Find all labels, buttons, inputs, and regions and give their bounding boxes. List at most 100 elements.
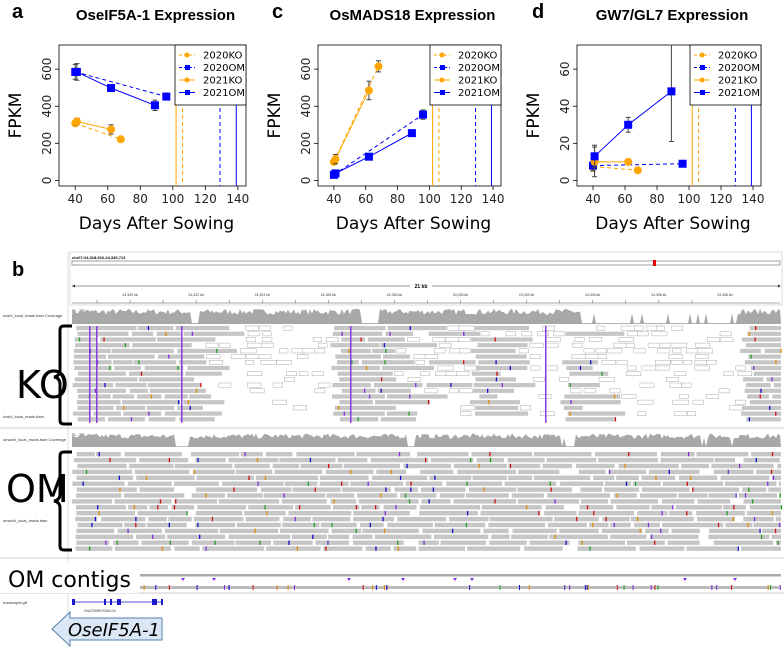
read (621, 394, 637, 399)
mismatch (211, 516, 214, 522)
mismatch (780, 348, 782, 353)
read (608, 469, 647, 475)
read (534, 452, 592, 457)
read (339, 400, 373, 405)
read (632, 481, 661, 486)
read (773, 383, 781, 388)
locus-label: chr07:24,318,916-24,339,713 (72, 255, 126, 260)
read (458, 337, 471, 342)
x-tick-label: 80 (649, 192, 664, 206)
read (279, 348, 289, 354)
read (747, 331, 781, 336)
mismatch (654, 540, 656, 545)
read (569, 371, 609, 376)
mismatch (755, 457, 757, 463)
read (361, 360, 415, 365)
mismatch (173, 505, 176, 510)
mismatch (463, 360, 465, 365)
read (380, 343, 438, 348)
read (133, 360, 177, 365)
read (174, 463, 233, 469)
mismatch (727, 469, 730, 475)
read (222, 481, 284, 486)
read (659, 342, 672, 348)
read (240, 452, 263, 457)
mismatch (195, 388, 198, 393)
data-point (116, 135, 125, 144)
contig-variant (779, 585, 781, 590)
read (421, 499, 451, 504)
read (332, 383, 371, 388)
read (139, 457, 189, 463)
mismatch (109, 365, 111, 371)
mismatch (404, 493, 407, 498)
read (637, 411, 647, 416)
read (529, 342, 544, 348)
y-tick-label: 60 (558, 61, 572, 76)
read (672, 399, 689, 405)
contig-variant (375, 585, 377, 590)
read (136, 534, 166, 539)
read (432, 337, 446, 342)
mismatch (105, 540, 107, 545)
contig-track-1 (140, 574, 781, 577)
mismatch (367, 481, 369, 486)
read (219, 528, 279, 534)
read (332, 394, 385, 399)
read (123, 411, 162, 416)
read (614, 493, 637, 498)
mismatch (94, 516, 97, 522)
read (481, 505, 542, 510)
mismatch (483, 487, 485, 492)
read (76, 326, 137, 331)
mismatch (625, 481, 628, 486)
read (518, 469, 560, 475)
mismatch (375, 505, 377, 510)
read (467, 546, 521, 551)
read (517, 499, 580, 504)
read (660, 452, 695, 457)
read (332, 331, 383, 336)
read (341, 337, 366, 342)
y-tick-label: 600 (299, 58, 313, 81)
legend-marker (185, 65, 190, 70)
read (718, 388, 730, 394)
series-2020KO (329, 60, 383, 166)
mismatch (383, 343, 386, 348)
read (714, 457, 735, 463)
read (651, 505, 673, 510)
read (387, 522, 433, 528)
read (76, 540, 110, 545)
read (518, 348, 529, 354)
read (128, 463, 174, 469)
mismatch (200, 383, 202, 388)
read (610, 499, 659, 504)
read (407, 377, 421, 382)
read (750, 365, 781, 371)
read (426, 383, 473, 388)
read (149, 388, 206, 393)
mismatch (733, 505, 735, 510)
read (175, 326, 230, 331)
contig-variant (767, 585, 769, 590)
read (475, 365, 528, 371)
read (460, 411, 472, 416)
x-tick-label: 100 (161, 192, 184, 206)
y-tick-label: 400 (299, 95, 313, 118)
read (713, 469, 754, 475)
mismatch (244, 452, 246, 457)
track-label-om-coverage: omachi_local_reads.bam Coverage (3, 437, 67, 442)
read (286, 371, 297, 377)
read (245, 360, 254, 365)
data-point (150, 101, 159, 110)
read (73, 348, 111, 353)
data-point (72, 117, 81, 126)
read (469, 487, 517, 492)
mismatch (434, 475, 436, 480)
mismatch (775, 360, 777, 365)
legend-label: 2020OM (203, 63, 245, 74)
read (196, 475, 254, 480)
read (546, 457, 597, 463)
read (77, 394, 111, 399)
